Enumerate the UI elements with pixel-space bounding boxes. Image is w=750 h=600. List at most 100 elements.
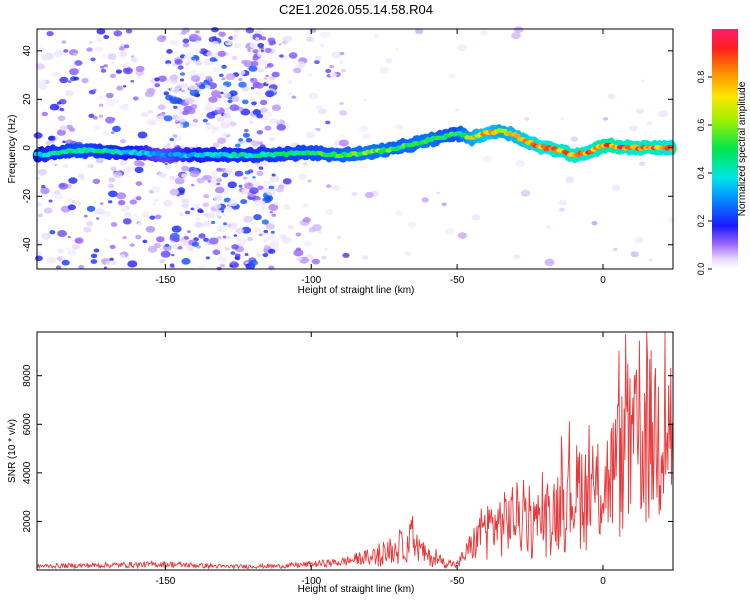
spectrogram-cell	[256, 170, 264, 177]
spectrogram-cell	[66, 124, 73, 130]
spectrogram-cell	[287, 80, 293, 84]
spectrogram-cell	[129, 243, 135, 247]
spectrogram-cell	[158, 172, 167, 178]
spectrogram-cell	[229, 104, 240, 112]
spectrogram-cell	[178, 212, 185, 217]
spectrogram-cell	[190, 69, 197, 74]
spectrogram-cell	[221, 77, 226, 81]
spectrogram-cell	[273, 201, 279, 206]
spectrogram-cell	[259, 99, 268, 106]
spectrogram-cell	[90, 57, 96, 62]
spectrogram-cell	[258, 79, 263, 82]
spectrogram-cell	[339, 102, 344, 105]
spectrogram-cell	[198, 84, 206, 90]
spectrogram-cell	[72, 52, 78, 56]
spectrogram-cell	[122, 62, 130, 69]
spectrogram-cell	[287, 224, 295, 230]
spectrogram-cell	[141, 111, 149, 118]
spectrogram-cell	[192, 203, 201, 210]
spectrogram-cell	[115, 69, 122, 74]
spectrogram-cell	[237, 237, 247, 245]
spectrogram-cell	[225, 235, 232, 240]
spectrogram-cell	[250, 61, 259, 67]
spectrogram-cell	[249, 42, 259, 49]
spectrogram-cell	[181, 258, 191, 265]
spectrogram-cell	[192, 118, 199, 123]
spectrogram-cell	[198, 233, 206, 239]
spectrogram-frame	[36, 28, 674, 270]
spectrogram-cell	[105, 260, 111, 265]
spectrogram-cell	[363, 98, 368, 102]
spectrogram-cell	[212, 142, 220, 148]
spectrogram-cell	[544, 258, 555, 266]
spectrogram-cell	[89, 165, 94, 168]
spectrogram-cell	[95, 157, 104, 164]
spectrogram-cell	[212, 249, 221, 255]
spectrogram-cell	[252, 55, 259, 61]
spectrogram-cell	[41, 111, 48, 117]
spectrogram-cell	[164, 162, 168, 166]
spectrogram-cell	[314, 55, 322, 61]
spectrogram-cell	[258, 141, 264, 145]
spectrogram-cell	[339, 60, 344, 64]
spectrogram-cell	[67, 80, 72, 83]
spectrogram-cell	[112, 171, 123, 178]
spectrogram-cell	[189, 89, 200, 97]
spectrogram-cell	[205, 103, 212, 108]
spectrogram-cell	[189, 122, 197, 127]
spectrogram-cell	[224, 206, 233, 213]
spectrogram-cell	[177, 32, 182, 36]
spectrogram-cell	[129, 199, 137, 205]
spectrogram-cell	[379, 66, 389, 74]
spectrogram-y-label: Frequency (Hz)	[7, 115, 18, 184]
spectrogram-cell	[217, 137, 227, 144]
spectrogram-cell	[205, 256, 210, 260]
spectrogram-cell	[107, 53, 117, 60]
spectrogram-cell	[111, 260, 117, 265]
spectrogram-cell	[134, 166, 144, 174]
spectrogram-cell	[46, 256, 57, 264]
colorbar-tick-label: 0.8	[696, 71, 706, 84]
spectrogram-cell	[35, 63, 45, 70]
spectrogram-cell	[203, 84, 211, 90]
spectrogram-cell	[269, 175, 280, 183]
spectrogram-cell	[342, 252, 350, 258]
spectrogram-cell	[256, 253, 262, 258]
spectrogram-cell	[243, 215, 253, 223]
spectrogram-cell	[132, 96, 139, 101]
spectrogram-cell	[217, 255, 227, 263]
spectrogram-cell	[269, 118, 278, 124]
spectrogram-cell	[171, 225, 182, 233]
snr-x-label: Height of straight line (km)	[298, 584, 415, 595]
spectrogram-cell	[457, 44, 467, 52]
spectrogram-cell	[238, 69, 246, 76]
spectrogram-cell	[116, 192, 127, 200]
spectrogram-cell	[223, 92, 232, 99]
spectrogram-cell	[629, 125, 638, 132]
spectrogram-cell	[308, 92, 319, 100]
spectrogram-cell	[169, 137, 175, 142]
snr-panel: -150 -100 -50 0 2000 4000 6000 8000 Height of …	[7, 331, 674, 595]
spectrogram-cell	[146, 118, 156, 126]
spectrogram-cell	[182, 38, 190, 44]
spectrogram-cell	[334, 141, 341, 146]
spectrogram-cell	[93, 124, 101, 130]
spectrogram-cell	[164, 165, 171, 170]
spectrogram-cell	[182, 42, 190, 48]
spectrogram-cell	[647, 121, 652, 126]
spectrogram-cell	[111, 61, 115, 64]
spectrogram-cell	[293, 249, 304, 257]
spectrogram-cell	[329, 72, 338, 78]
spectrogram-cell	[244, 170, 251, 175]
spectrogram-cell	[480, 30, 489, 36]
spectrogram-cell	[233, 42, 242, 49]
spectrogram-cell	[227, 99, 233, 104]
spectrogram-cell	[258, 233, 263, 237]
spectrogram-cell	[37, 213, 43, 218]
spectrogram-cell	[227, 181, 237, 189]
spectrogram-cell	[122, 236, 127, 240]
spectrogram-cell	[73, 200, 82, 207]
spectrogram-cell	[217, 50, 227, 57]
spectrogram-cell	[157, 75, 167, 82]
spectrogram-cell	[208, 237, 219, 245]
